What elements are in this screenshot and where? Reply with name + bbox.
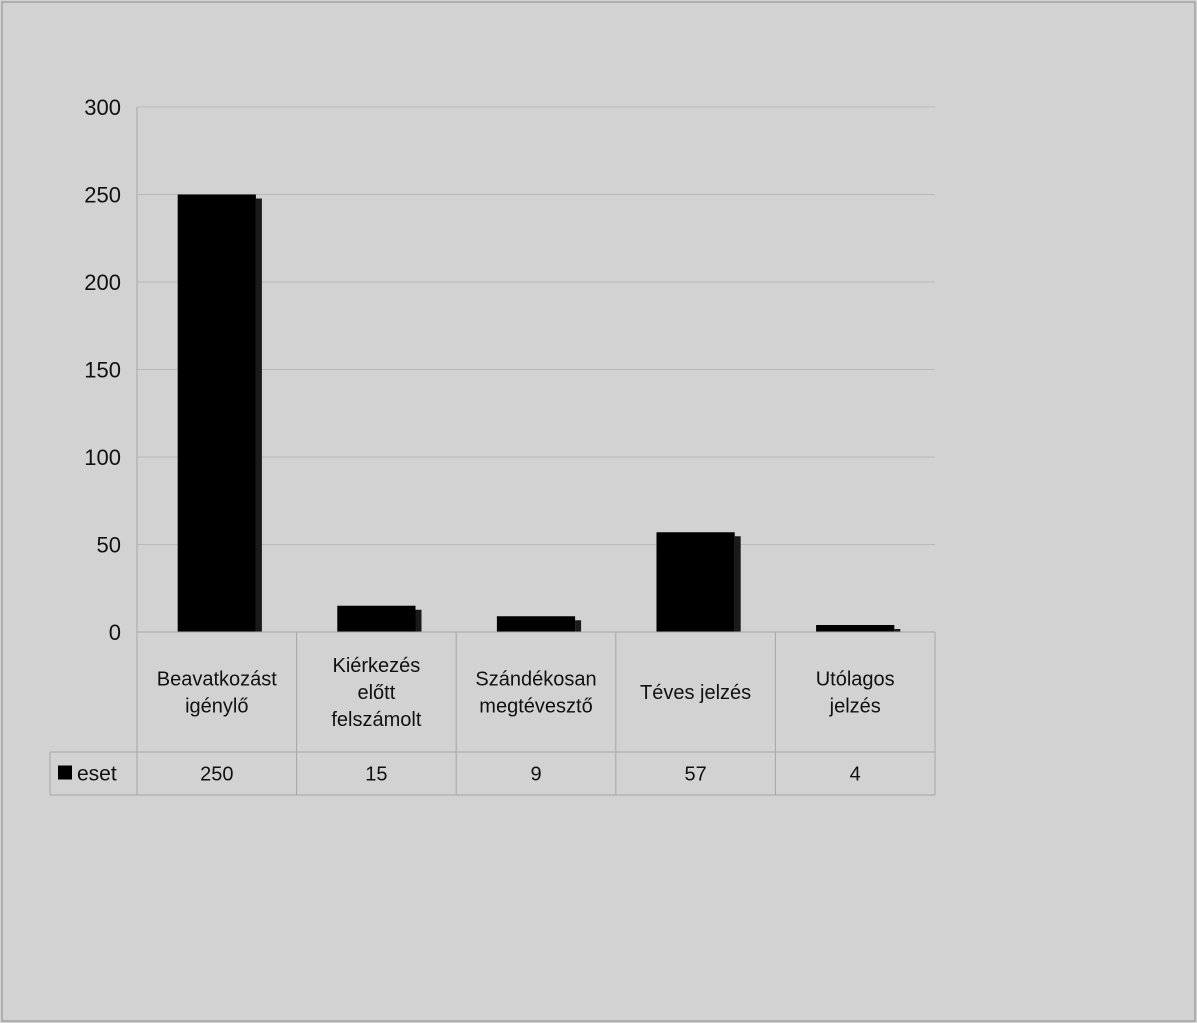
data-table-value: 15 <box>365 764 387 786</box>
bar-shadow <box>255 198 262 632</box>
bar <box>337 605 416 632</box>
bar-shadow <box>734 536 741 632</box>
y-tick-label: 250 <box>84 183 121 208</box>
y-axis-ticks: 0 50 100 150 200 250 300 <box>84 95 121 645</box>
bar <box>816 625 895 632</box>
bars <box>177 194 901 632</box>
bar <box>496 616 576 632</box>
data-table: Beavatkozást igénylő Kiérkezés előtt felszám… <box>49 631 936 796</box>
bar <box>177 194 256 632</box>
legend-label: eset <box>77 763 117 786</box>
legend-key <box>58 765 72 780</box>
category-label: Beavatkozást igénylő <box>157 669 278 718</box>
bar <box>656 532 735 632</box>
y-tick-label: 150 <box>84 358 121 383</box>
data-table-value: 4 <box>850 764 861 786</box>
y-tick-label: 100 <box>84 445 121 470</box>
category-label: Utólagos jelzés <box>816 669 895 718</box>
y-tick-label: 300 <box>84 95 121 120</box>
category-label: Téves jelzés <box>640 682 751 704</box>
data-table-value: 57 <box>684 764 706 786</box>
bar-shadow <box>575 620 582 632</box>
y-tick-label: 200 <box>84 270 121 295</box>
y-tick-label: 0 <box>109 620 121 645</box>
category-label: Szándékosan megtévesztő <box>475 669 596 718</box>
category-label: Kiérkezés előtt felszámolt <box>331 655 421 731</box>
y-tick-label: 50 <box>97 533 121 558</box>
bar-shadow <box>415 609 422 632</box>
data-table-value: 250 <box>200 764 233 786</box>
data-table-value: 9 <box>530 764 541 786</box>
bar-shadow <box>894 629 901 632</box>
